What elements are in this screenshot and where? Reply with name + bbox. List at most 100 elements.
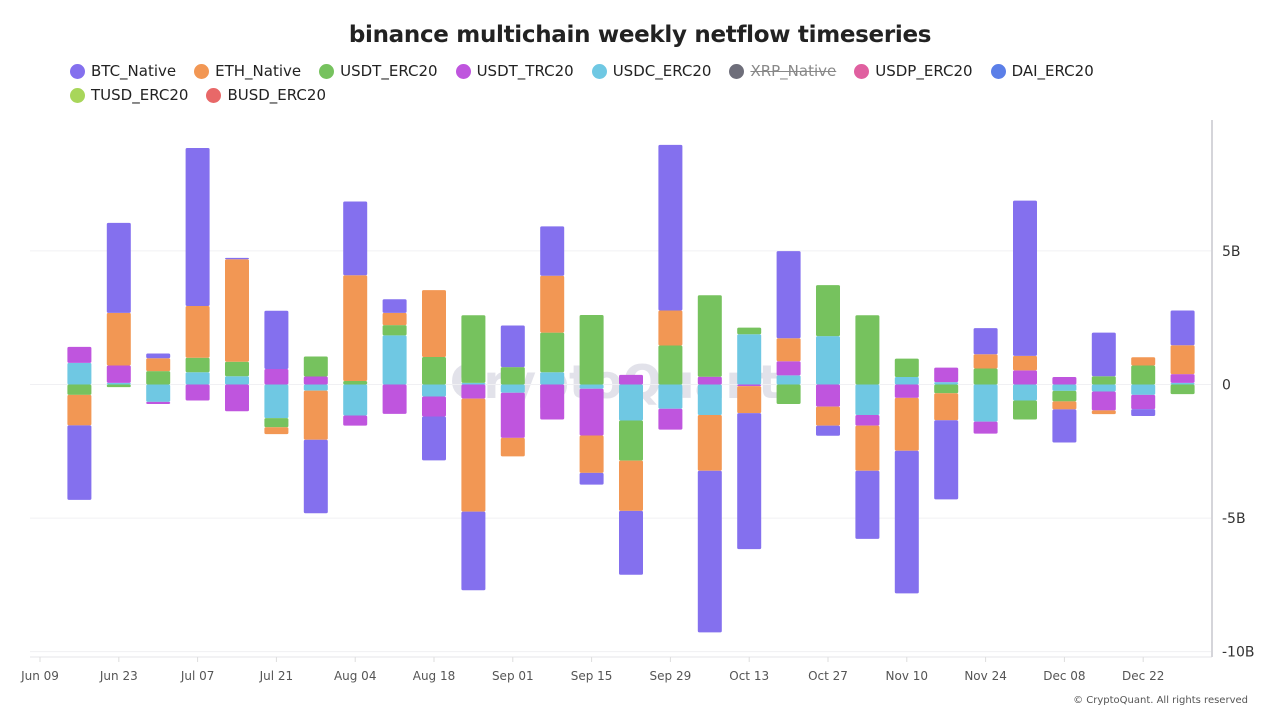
bar-usdc_erc20-jul-21[interactable] [264,384,289,419]
bar-usdt_trc20-jul-21[interactable] [264,368,289,385]
bar-usdt_trc20-nov-17[interactable] [934,367,959,383]
bar-eth_native-nov-17[interactable] [934,393,959,421]
legend-item-busd_erc20[interactable]: BUSD_ERC20 [206,84,326,106]
bar-btc_native-nov-24[interactable] [973,328,998,355]
bar-usdt_trc20-oct-20[interactable] [776,361,801,376]
bar-usdc_erc20-aug-18[interactable] [422,384,446,397]
bar-usdt_erc20-dec-08[interactable] [1052,390,1077,402]
bar-usdc_erc20-jul-07[interactable] [185,372,210,385]
bar-usdt_erc20-dec-29[interactable] [1170,384,1195,395]
bar-usdt_trc20-dec-15[interactable] [1091,391,1116,411]
bar-btc_native-oct-06[interactable] [697,470,722,633]
bar-eth_native-dec-29[interactable] [1170,345,1195,375]
bar-usdt_trc20-sep-01[interactable] [500,392,525,438]
bar-eth_native-sep-01[interactable] [500,437,525,457]
bar-eth_native-aug-25[interactable] [461,398,486,512]
bar-eth_native-oct-27[interactable] [816,406,840,426]
bar-btc_native-jul-28[interactable] [303,439,328,514]
bar-eth_native-jul-21[interactable] [264,427,289,435]
bar-usdt_trc20-sep-22[interactable] [619,374,643,385]
bar-eth_native-aug-18[interactable] [422,290,446,357]
bar-usdt_erc20-sep-22[interactable] [619,420,643,461]
bar-btc_native-aug-11[interactable] [382,299,407,313]
bar-eth_native-jul-28[interactable] [303,390,328,440]
bar-usdt_trc20-dec-22[interactable] [1131,394,1156,410]
bar-usdc_erc20-nov-17[interactable] [934,382,959,385]
bar-usdc_erc20-sep-08[interactable] [540,372,565,385]
bar-eth_native-aug-11[interactable] [382,312,407,326]
bar-btc_native-nov-17[interactable] [934,420,959,500]
bar-btc_native-aug-18[interactable] [422,416,446,461]
bar-usdc_erc20-jul-14[interactable] [225,376,249,385]
bar-btc_native-jul-21[interactable] [264,310,289,369]
bar-usdt_trc20-aug-25[interactable] [461,384,486,399]
bar-eth_native-jun-30[interactable] [146,358,171,372]
bar-usdt_erc20-jul-07[interactable] [185,357,210,373]
bar-usdt_erc20-jun-23[interactable] [106,384,131,388]
bar-usdt_trc20-jun-16[interactable] [67,346,92,363]
bar-usdt_erc20-oct-13[interactable] [737,327,762,335]
bar-usdt_erc20-sep-01[interactable] [500,367,525,385]
bar-btc_native-sep-22[interactable] [619,510,643,575]
bar-usdt_trc20-sep-08[interactable] [540,384,565,420]
legend-item-usdt_erc20[interactable]: USDT_ERC20 [319,60,438,82]
bar-eth_native-nov-10[interactable] [894,397,919,451]
bar-eth_native-nov-03[interactable] [855,425,880,471]
bar-usdc_erc20-sep-29[interactable] [658,384,683,409]
bar-usdc_erc20-oct-20[interactable] [776,375,801,385]
bar-usdc_erc20-dec-15[interactable] [1091,384,1116,392]
bar-usdc_erc20-jun-23[interactable] [106,382,131,385]
bar-eth_native-jun-23[interactable] [106,312,131,366]
bar-usdt_erc20-nov-24[interactable] [973,368,998,385]
bar-usdt_trc20-aug-11[interactable] [382,384,407,414]
bar-eth_native-jul-14[interactable] [225,259,249,362]
bar-usdc_erc20-nov-03[interactable] [855,384,880,415]
bar-usdt_erc20-aug-11[interactable] [382,325,407,336]
bar-usdt_erc20-oct-27[interactable] [816,285,840,337]
bar-btc_native-dec-15[interactable] [1091,332,1116,377]
legend-item-usdp_erc20[interactable]: USDP_ERC20 [854,60,973,82]
bar-usdc_erc20-jul-28[interactable] [303,384,328,391]
bar-btc_native-aug-25[interactable] [461,511,486,591]
bar-usdt_erc20-sep-08[interactable] [540,332,565,373]
bar-eth_native-oct-13[interactable] [737,386,762,414]
legend-item-usdt_trc20[interactable]: USDT_TRC20 [455,60,574,82]
bar-usdc_erc20-nov-24[interactable] [973,384,998,422]
bar-usdt_trc20-dec-01[interactable] [1013,370,1037,385]
bar-usdt_trc20-sep-29[interactable] [658,408,683,430]
bar-eth_native-dec-22[interactable] [1131,357,1156,366]
bar-usdt_trc20-oct-06[interactable] [697,376,722,385]
bar-btc_native-sep-15[interactable] [579,472,604,485]
bar-usdc_erc20-oct-06[interactable] [697,384,722,415]
bar-eth_native-dec-01[interactable] [1013,355,1037,371]
bar-btc_native-jul-14[interactable] [225,257,249,260]
bar-usdc_erc20-oct-27[interactable] [816,336,840,385]
bar-btc_native-dec-08[interactable] [1052,409,1077,443]
bar-usdt_trc20-nov-03[interactable] [855,414,880,426]
bar-usdc_erc20-dec-01[interactable] [1013,384,1037,401]
bar-btc_native-sep-08[interactable] [540,226,565,276]
bar-usdt_erc20-jul-21[interactable] [264,418,289,428]
bar-usdt_trc20-jul-14[interactable] [225,384,249,412]
bar-usdc_erc20-aug-11[interactable] [382,335,407,385]
bar-btc_native-nov-03[interactable] [855,470,880,539]
bar-btc_native-jun-23[interactable] [106,222,131,313]
bar-btc_native-jun-16[interactable] [67,425,92,500]
bar-usdt_trc20-nov-24[interactable] [973,421,998,434]
bar-btc_native-jun-30[interactable] [146,353,171,359]
bar-usdt_erc20-nov-10[interactable] [894,358,919,378]
bar-usdt_erc20-sep-29[interactable] [658,345,683,385]
legend-item-xrp_native[interactable]: XRP_Native [729,60,836,82]
legend-item-eth_native[interactable]: ETH_Native [194,60,301,82]
bar-usdt_trc20-oct-27[interactable] [816,384,840,407]
bar-eth_native-jul-07[interactable] [185,305,210,358]
bar-usdc_erc20-dec-29[interactable] [1170,382,1195,385]
bar-usdt_erc20-oct-06[interactable] [697,295,722,377]
bar-usdt_erc20-jun-16[interactable] [67,384,92,395]
bar-btc_native-nov-10[interactable] [894,450,919,594]
bar-btc_native-dec-22[interactable] [1131,409,1156,417]
legend-item-dai_erc20[interactable]: DAI_ERC20 [990,60,1094,82]
bar-usdc_erc20-dec-22[interactable] [1131,384,1156,395]
bar-usdt_trc20-sep-15[interactable] [579,388,604,436]
bar-eth_native-dec-08[interactable] [1052,401,1077,410]
